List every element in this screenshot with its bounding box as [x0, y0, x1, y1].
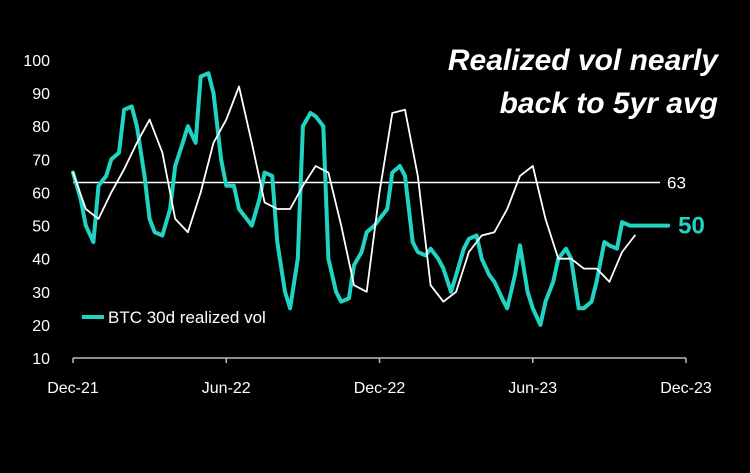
legend-label: BTC 30d realized vol — [108, 308, 266, 327]
y-tick-label-60: 60 — [32, 185, 50, 202]
chart-title-line-1: Realized vol nearly — [448, 44, 719, 77]
x-tick-label-jun-23: Jun-23 — [508, 380, 557, 397]
series-line-smoothed — [72, 85, 636, 303]
chart-title: Realized vol nearly back to 5yr avg — [448, 44, 719, 120]
x-tick-label-dec-22: Dec-22 — [354, 380, 406, 397]
x-axis-ticks: Dec-21 Jun-22 Dec-22 Jun-23 Dec-23 — [47, 358, 712, 397]
y-tick-label-50: 50 — [32, 219, 50, 236]
y-axis-ticks: 10 20 30 40 50 60 70 80 90 100 — [23, 53, 50, 368]
y-tick-label-100: 100 — [23, 53, 50, 70]
legend: BTC 30d realized vol — [82, 308, 266, 327]
y-tick-label-30: 30 — [32, 285, 50, 302]
y-tick-label-40: 40 — [32, 252, 50, 269]
y-tick-label-20: 20 — [32, 318, 50, 335]
average-reference-label: 63 — [667, 174, 686, 193]
y-tick-label-80: 80 — [32, 119, 50, 136]
y-tick-label-10: 10 — [32, 351, 50, 368]
y-tick-label-70: 70 — [32, 152, 50, 169]
y-tick-label-90: 90 — [32, 86, 50, 103]
x-tick-label-dec-23: Dec-23 — [660, 380, 712, 397]
chart-title-line-2: back to 5yr avg — [500, 87, 718, 120]
last-value-label: 50 — [678, 213, 705, 240]
series-line-btc-30d-realized-vol — [71, 71, 671, 327]
x-tick-label-jun-22: Jun-22 — [202, 380, 251, 397]
x-tick-label-dec-21: Dec-21 — [47, 380, 99, 397]
